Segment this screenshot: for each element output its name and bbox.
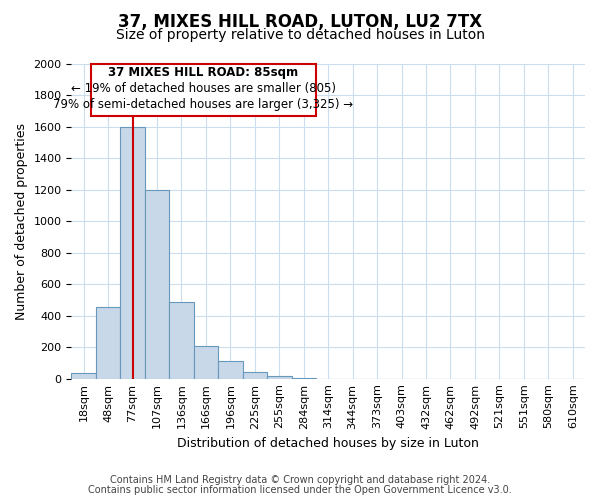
X-axis label: Distribution of detached houses by size in Luton: Distribution of detached houses by size …: [177, 437, 479, 450]
Bar: [242, 372, 267, 378]
Bar: [121, 127, 145, 378]
Bar: [71, 373, 96, 378]
Bar: [194, 346, 218, 378]
Text: 37, MIXES HILL ROAD, LUTON, LU2 7TX: 37, MIXES HILL ROAD, LUTON, LU2 7TX: [118, 12, 482, 30]
Bar: [96, 307, 121, 378]
Bar: [267, 376, 292, 378]
Text: Size of property relative to detached houses in Luton: Size of property relative to detached ho…: [115, 28, 485, 42]
Text: ← 19% of detached houses are smaller (805): ← 19% of detached houses are smaller (80…: [71, 82, 336, 95]
Text: 37 MIXES HILL ROAD: 85sqm: 37 MIXES HILL ROAD: 85sqm: [109, 66, 299, 79]
Bar: [218, 360, 242, 378]
Text: 79% of semi-detached houses are larger (3,325) →: 79% of semi-detached houses are larger (…: [53, 98, 353, 110]
Text: Contains HM Land Registry data © Crown copyright and database right 2024.: Contains HM Land Registry data © Crown c…: [110, 475, 490, 485]
Bar: [91, 64, 316, 116]
Bar: [145, 190, 169, 378]
Bar: [169, 302, 194, 378]
Y-axis label: Number of detached properties: Number of detached properties: [15, 123, 28, 320]
Text: Contains public sector information licensed under the Open Government Licence v3: Contains public sector information licen…: [88, 485, 512, 495]
